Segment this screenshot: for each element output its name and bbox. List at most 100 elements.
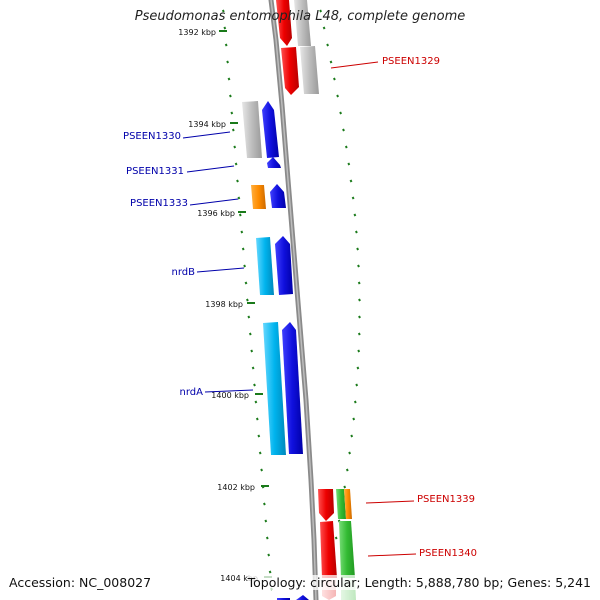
leader-line: [189, 198, 239, 206]
position-ticks: 1392 kbp 1394 kbp 1396 kbp 1398 kbp 1400…: [178, 28, 272, 583]
inner-guide-dot: [250, 349, 254, 353]
gene-green-1340[interactable]: [339, 521, 355, 578]
outer-guide-dot: [343, 485, 347, 489]
tick-label: 1396 kbp: [197, 209, 235, 218]
gene-grey-1330[interactable]: [242, 101, 262, 158]
outer-guide-dot: [355, 230, 358, 234]
gene-blue-nrdB[interactable]: [275, 236, 293, 295]
inner-guide-dot: [236, 179, 239, 183]
outer-guide-dot: [357, 332, 361, 336]
gene-red-1340[interactable]: [320, 521, 337, 578]
leader-line: [204, 389, 254, 393]
leader-line: [365, 500, 415, 504]
gene-labels: PSEEN1329 PSEEN1330 PSEEN1331 PSEEN1333 …: [123, 56, 477, 559]
inner-guide-dot: [221, 9, 225, 13]
outer-guide-dot: [352, 417, 356, 421]
inner-guide-dot: [234, 162, 238, 166]
tick-label: 1392 kbp: [178, 28, 216, 37]
outer-guide-dot: [345, 468, 349, 472]
gene-orange-1339[interactable]: [344, 489, 352, 519]
outer-guide-dot: [353, 400, 357, 404]
inner-guide-dot: [223, 26, 227, 30]
inner-guide-dot: [231, 128, 235, 132]
gene-blue-1331[interactable]: [267, 157, 281, 168]
leader-line: [196, 267, 245, 273]
outer-guide-dot: [351, 196, 355, 200]
outer-guide-dot: [357, 349, 361, 353]
inner-guide-dot: [255, 417, 259, 421]
gene-label-pseen1333[interactable]: PSEEN1333: [130, 198, 188, 209]
inner-guide-dot: [244, 281, 248, 285]
dotted-guide-rings: [221, 9, 361, 591]
genome-summary-text: Topology: circular; Length: 5,888,780 bp…: [247, 575, 591, 590]
outer-guide-dot: [356, 247, 359, 251]
gene-blue-1330[interactable]: [262, 101, 279, 158]
inner-guide-dot: [237, 196, 241, 200]
gene-blue-1333[interactable]: [270, 184, 286, 208]
outer-guide-dot: [344, 145, 348, 149]
gene-label-nrda[interactable]: nrdA: [180, 387, 204, 398]
map-title: Pseudomonas entomophila L48, complete ge…: [134, 9, 466, 24]
gene-label-pseen1339[interactable]: PSEEN1339: [417, 494, 475, 505]
inner-guide-dot: [240, 230, 244, 234]
outer-guide-dot: [339, 111, 342, 115]
inner-guide-dot: [260, 468, 263, 472]
outer-guide-dot: [326, 43, 329, 47]
gene-label-pseen1340[interactable]: PSEEN1340: [419, 548, 477, 559]
gene-cyan-nrdA[interactable]: [263, 322, 286, 455]
inner-guide-dot: [265, 536, 269, 540]
outer-guide-dot: [329, 60, 333, 64]
outer-guide-dot: [347, 162, 351, 166]
inner-guide-dot: [246, 298, 249, 302]
gene-label-pseen1329[interactable]: PSEEN1329: [382, 56, 440, 67]
forward-strand-genes: [276, 0, 356, 600]
gene-orange-1333[interactable]: [251, 185, 266, 209]
gene-blue-nrdA[interactable]: [282, 322, 303, 454]
gene-label-pseen1330[interactable]: PSEEN1330: [123, 131, 181, 142]
outer-guide-dot: [355, 383, 359, 387]
leader-line: [186, 165, 235, 173]
tick-label: 1394 kbp: [188, 120, 226, 129]
outer-guide-dot: [319, 9, 322, 13]
outer-guide-dot: [350, 434, 354, 438]
gene-red-1329[interactable]: [281, 47, 299, 95]
outer-guide-dot: [334, 536, 338, 540]
outer-guide-dot: [348, 451, 351, 455]
gene-red-top[interactable]: [276, 0, 292, 46]
inner-guide-dot: [241, 247, 245, 251]
inner-guide-dot: [264, 519, 268, 523]
outer-guide-dot: [322, 26, 326, 30]
outer-guide-dot: [357, 264, 360, 268]
gene-label-nrdb[interactable]: nrdB: [172, 267, 196, 278]
inner-guide-dot: [227, 77, 231, 81]
inner-guide-dot: [258, 451, 262, 455]
tick-label: 1404 kbp: [220, 574, 258, 583]
outer-guide-dot: [358, 315, 361, 319]
leader-line: [182, 131, 231, 139]
outer-guide-dot: [353, 213, 357, 217]
inner-guide-dot: [254, 400, 258, 404]
tick-label: 1398 kbp: [205, 300, 243, 309]
gene-grey-top[interactable]: [294, 0, 311, 46]
inner-guide-dot: [238, 213, 242, 217]
gene-label-pseen1331[interactable]: PSEEN1331: [126, 166, 184, 177]
inner-guide-dot: [229, 94, 232, 98]
outer-guide-dot: [336, 94, 339, 98]
gene-blue-bottom-2[interactable]: [296, 595, 309, 600]
gene-cyan-nrdB[interactable]: [256, 237, 274, 295]
leader-line: [330, 61, 379, 69]
inner-guide-dot: [243, 264, 246, 268]
inner-guide-dot: [253, 383, 256, 387]
inner-guide-dot: [230, 111, 234, 115]
inner-guide-dot: [226, 60, 229, 64]
gene-grey-1329[interactable]: [300, 46, 319, 94]
outer-guide-dot: [333, 77, 336, 81]
genome-backbone-highlight: [270, 0, 317, 600]
tick-label: 1400 kbp: [211, 391, 249, 400]
gene-green-1339[interactable]: [336, 489, 346, 519]
inner-guide-dot: [247, 315, 251, 319]
gene-red-1339[interactable]: [318, 489, 334, 521]
outer-guide-dot: [358, 298, 361, 302]
inner-guide-dot: [233, 145, 237, 149]
